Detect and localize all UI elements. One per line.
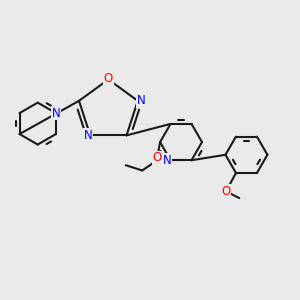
Text: O: O [104, 72, 113, 85]
Text: N: N [137, 94, 146, 107]
Text: N: N [163, 154, 172, 167]
Text: N: N [52, 106, 60, 120]
Text: O: O [221, 185, 231, 198]
Text: O: O [153, 152, 162, 164]
Text: N: N [84, 129, 93, 142]
